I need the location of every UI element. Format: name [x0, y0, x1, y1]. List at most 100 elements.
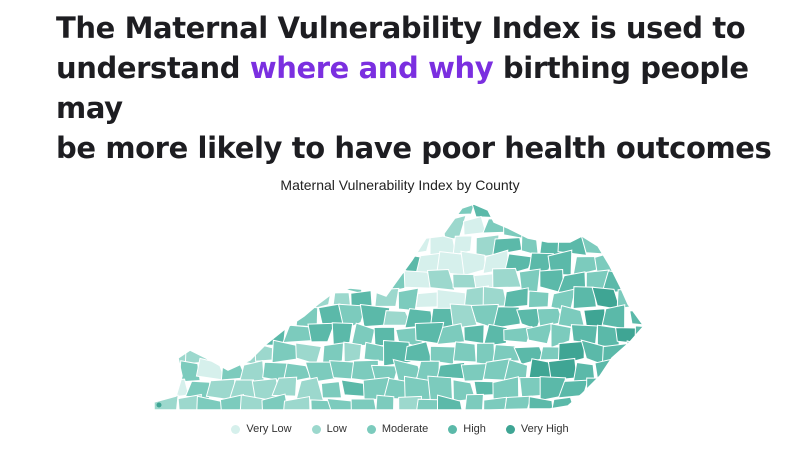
- county-shape: [331, 214, 353, 240]
- county-shape: [394, 215, 420, 238]
- county-shape: [239, 288, 267, 310]
- county-shape: [320, 269, 345, 293]
- county-shape: [572, 286, 597, 309]
- county-shape: [274, 204, 301, 220]
- county-shape: [321, 231, 346, 259]
- county-shape: [304, 361, 336, 383]
- county-shape: [216, 216, 242, 239]
- legend-swatch: [311, 424, 321, 434]
- legend-item: Very Low: [231, 423, 292, 435]
- county-shape: [154, 305, 167, 330]
- legend-swatch: [231, 424, 241, 434]
- county-shape: [492, 204, 517, 222]
- county-shape: [154, 381, 171, 401]
- county-shape: [550, 217, 577, 239]
- county-shape: [307, 322, 336, 343]
- county-shape: [154, 325, 180, 349]
- county-shape: [228, 303, 255, 329]
- county-shape: [623, 377, 644, 400]
- county-shape: [359, 204, 388, 223]
- headline-line-3: be more likely to have poor health outco…: [56, 131, 772, 165]
- county-shape: [616, 250, 643, 270]
- county-shape: [482, 285, 508, 307]
- county-shape: [317, 204, 346, 222]
- county-shape: [426, 268, 456, 291]
- county-shape: [431, 414, 456, 415]
- county-shape: [503, 325, 533, 344]
- county-shape: [177, 285, 203, 310]
- county-shape: [601, 232, 627, 256]
- county-shape: [350, 398, 379, 410]
- county-shape: [163, 204, 191, 220]
- county-shape: [436, 394, 464, 410]
- county-shape: [460, 363, 489, 382]
- legend: Very Low Low Moderate High Very High: [0, 423, 800, 435]
- county-shape: [591, 397, 619, 410]
- county-shape: [634, 396, 644, 410]
- county-shape: [196, 395, 225, 410]
- county-shape: [254, 204, 276, 221]
- county-shape: [195, 290, 221, 312]
- island-county: [156, 402, 162, 408]
- county-shape: [382, 233, 407, 253]
- county-shape: [154, 204, 167, 222]
- county-shape: [320, 381, 343, 399]
- county-shape: [614, 213, 640, 237]
- headline-highlight: where and why: [249, 51, 494, 85]
- county-shape: [429, 204, 450, 217]
- map-title: Maternal Vulnerability Index by County: [280, 177, 520, 193]
- county-shape: [154, 214, 181, 238]
- county-shape: [527, 290, 550, 309]
- county-shape: [452, 341, 477, 363]
- county-shape: [184, 234, 214, 252]
- legend-label: High: [463, 423, 486, 435]
- county-shape: [228, 232, 256, 255]
- county-shape: [612, 358, 644, 383]
- headline: The Maternal Vulnerability Index is used…: [56, 8, 776, 168]
- county-shape: [382, 339, 412, 367]
- county-shape: [174, 216, 200, 237]
- county-shape: [239, 250, 269, 275]
- county-shape: [304, 253, 330, 277]
- county-shape: [162, 231, 193, 256]
- county-shape: [482, 323, 508, 348]
- county-shape: [634, 358, 644, 382]
- county-shape: [272, 234, 300, 258]
- county-shape: [319, 412, 343, 415]
- county-shape: [184, 304, 212, 326]
- county-shape: [449, 303, 478, 329]
- county-shape: [307, 214, 333, 240]
- county-shape: [493, 412, 518, 415]
- county-shape: [332, 292, 352, 306]
- county-shape: [463, 324, 485, 345]
- county-shape: [205, 304, 237, 327]
- county-shape: [382, 204, 412, 221]
- county-shape: [177, 393, 202, 410]
- county-shape: [405, 414, 434, 415]
- county-shape: [282, 395, 311, 410]
- county-shape: [277, 268, 303, 294]
- county-shape: [492, 344, 521, 362]
- county-shape: [228, 204, 254, 223]
- county-shape: [362, 268, 390, 289]
- county-shape: [184, 204, 215, 223]
- county-shape: [492, 267, 522, 289]
- county-shape: [503, 287, 529, 309]
- county-shape: [174, 322, 203, 345]
- county-shape: [626, 234, 644, 252]
- county-shape: [649, 200, 650, 219]
- county-shape: [536, 204, 566, 223]
- county-shape: [373, 218, 401, 234]
- county-shape: [471, 413, 493, 415]
- county-shape: [649, 306, 650, 327]
- headline-line-2-prefix: understand: [56, 51, 250, 85]
- county-shape: [603, 413, 631, 415]
- county-shape: [343, 235, 368, 258]
- county-choropleth-map: [153, 200, 650, 415]
- county-shape: [604, 204, 631, 220]
- county-shape: [363, 236, 391, 255]
- county-shape: [436, 323, 466, 346]
- county-shape: [271, 376, 298, 397]
- county-shape: [154, 236, 168, 256]
- county-shape: [261, 254, 287, 273]
